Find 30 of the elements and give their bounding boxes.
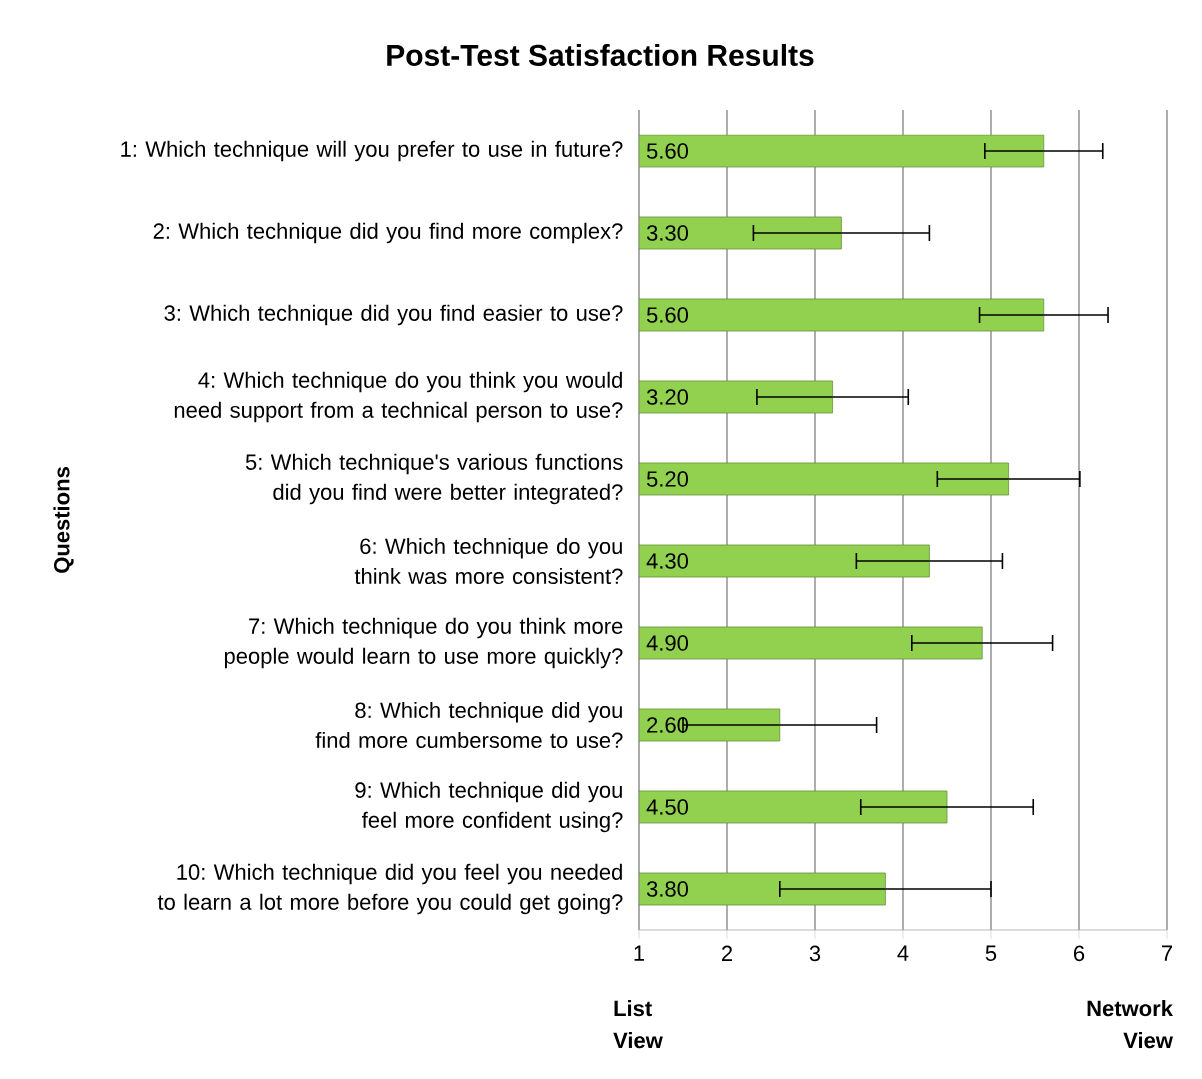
text: List View	[613, 1000, 663, 1049]
y-tick-label: 10: Which technique did you feel you needed to learn a lot more before you could get going?	[157, 863, 623, 915]
x-tick-label: 1	[634, 945, 645, 961]
y-tick-label: 3: Which technique did you find easier to use?	[164, 304, 623, 326]
data-label: 4.90	[646, 635, 688, 651]
y-tick-label: 8: Which technique did you find more cumbersome to use?	[315, 701, 623, 749]
x-tick-label: 5	[985, 945, 997, 961]
y-tick-label: 6: Which technique do you think was more consistent?	[354, 537, 623, 585]
x-tick-label: 3	[809, 945, 821, 962]
x-tick-label: 7	[1162, 945, 1173, 961]
y-tick-label: 5: Which technique's various functions did you find were better integrated?	[245, 453, 623, 505]
y-axis-title: Questions	[53, 467, 74, 573]
data-label: 3.30	[646, 225, 688, 241]
data-label: 5.20	[646, 471, 688, 487]
x-tick-label: 6	[1074, 945, 1085, 962]
data-label: 3.20	[646, 389, 688, 405]
x-tick-label: 2	[721, 945, 733, 961]
x-tick-label: 4	[897, 945, 909, 961]
y-tick-label: 7: Which technique do you think more people would learn to use more quickly?	[224, 617, 623, 669]
data-label: 4.30	[646, 553, 688, 569]
y-tick-label: 1: Which technique will you prefer to use in future?	[121, 140, 623, 162]
data-label: 5.60	[646, 143, 688, 159]
chart-title: Post-Test Satisfaction Results	[387, 43, 814, 66]
data-label: 4.50	[646, 799, 688, 815]
text: Network View	[1087, 1000, 1173, 1049]
y-tick-label: 2: Which technique did you find more complex?	[153, 222, 623, 244]
data-label: 3.80	[646, 881, 688, 897]
data-label: 5.60	[646, 307, 688, 323]
y-tick-label: 4: Which technique do you think you would need support from a technical person to use?	[174, 371, 623, 423]
y-tick-label: 9: Which technique did you feel more confident using?	[355, 781, 623, 833]
